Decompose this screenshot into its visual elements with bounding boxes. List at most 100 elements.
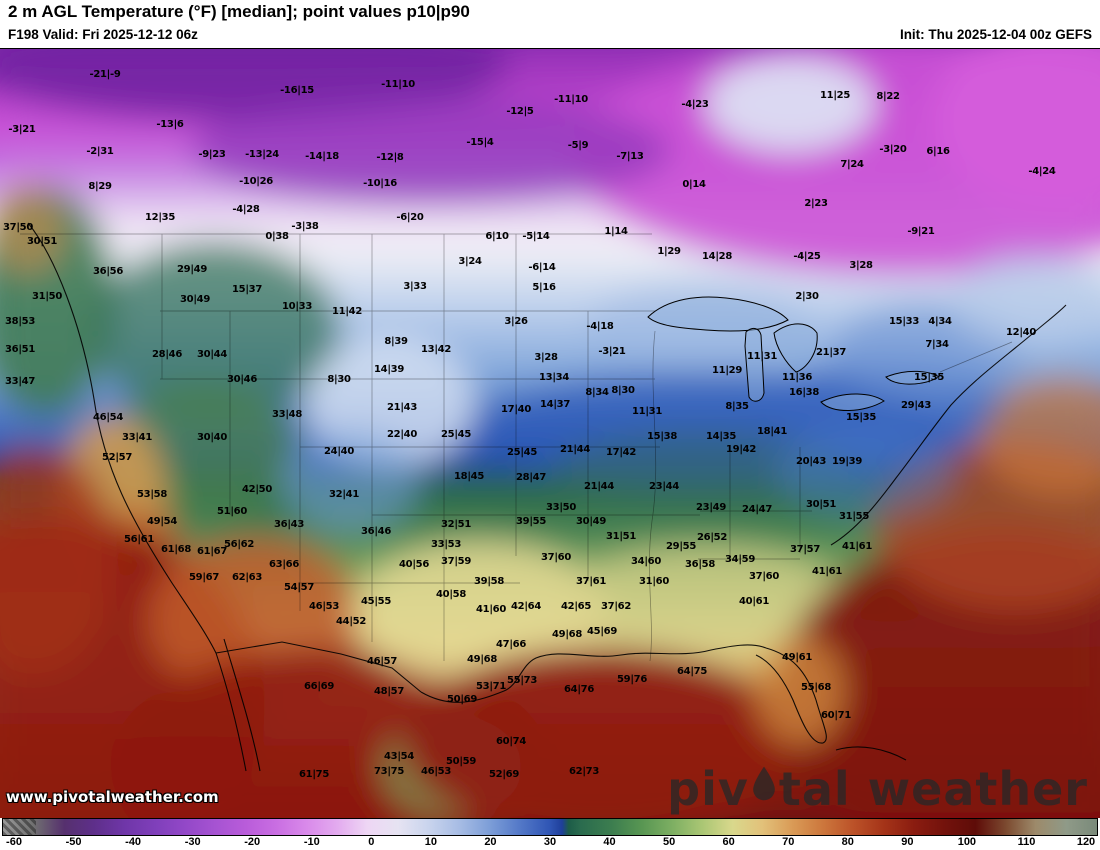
point-value: -4|23 bbox=[681, 99, 709, 110]
point-value: -12|8 bbox=[376, 152, 404, 163]
colorbar-tick-label: -20 bbox=[244, 836, 261, 848]
point-value: 30|40 bbox=[197, 432, 227, 443]
point-value: 64|76 bbox=[564, 684, 594, 695]
point-value: 11|31 bbox=[747, 351, 777, 362]
coastline bbox=[27, 222, 1067, 772]
point-value: -13|6 bbox=[156, 119, 184, 130]
point-value: 8|34 bbox=[585, 387, 609, 398]
point-value: 36|46 bbox=[361, 526, 391, 537]
point-value: 25|45 bbox=[441, 429, 471, 440]
point-value: 60|71 bbox=[821, 710, 851, 721]
point-value: 8|22 bbox=[876, 91, 900, 102]
point-value: 33|53 bbox=[431, 539, 461, 550]
point-value: 55|73 bbox=[507, 675, 537, 686]
point-value: -3|21 bbox=[8, 124, 36, 135]
point-value: 2|23 bbox=[804, 198, 828, 209]
colorbar-area: -60 -50 -40 -30 -20 -10 0 10 20 30 40 50 60 70 80 90 100… bbox=[0, 818, 1100, 850]
point-value: 8|29 bbox=[88, 181, 112, 192]
point-value: 13|34 bbox=[539, 372, 569, 383]
point-value: 42|65 bbox=[561, 601, 591, 612]
droplet-icon bbox=[751, 763, 777, 809]
point-value: 40|58 bbox=[436, 589, 466, 600]
point-value: 49|61 bbox=[782, 652, 812, 663]
point-value: 46|53 bbox=[309, 601, 339, 612]
site-watermark: www.pivotalweather.com bbox=[6, 788, 219, 806]
point-value: 8|30 bbox=[611, 385, 635, 396]
colorbar-tick-label: 110 bbox=[1017, 836, 1036, 848]
point-value: 29|43 bbox=[901, 400, 931, 411]
colorbar-tick-label: 60 bbox=[722, 836, 735, 848]
point-value: 60|74 bbox=[496, 736, 526, 747]
point-value: 15|35 bbox=[914, 372, 944, 383]
point-value: 44|52 bbox=[336, 616, 366, 627]
point-value: 49|54 bbox=[147, 516, 177, 527]
point-value: 28|46 bbox=[152, 349, 182, 360]
point-value: 45|55 bbox=[361, 596, 391, 607]
point-value: -10|26 bbox=[239, 176, 273, 187]
point-value: 45|69 bbox=[587, 626, 617, 637]
point-value: -4|25 bbox=[793, 251, 821, 262]
point-value: 40|61 bbox=[739, 596, 769, 607]
point-value: 7|34 bbox=[925, 339, 949, 350]
point-value: 48|57 bbox=[374, 686, 404, 697]
point-value: 37|50 bbox=[3, 222, 33, 233]
point-value: 8|39 bbox=[384, 336, 408, 347]
colorbar-tick-label: 20 bbox=[484, 836, 497, 848]
point-value: 29|49 bbox=[177, 264, 207, 275]
point-value: 17|40 bbox=[501, 404, 531, 415]
colorbar-tick-label: 50 bbox=[662, 836, 676, 848]
point-value: 7|24 bbox=[840, 159, 864, 170]
point-value: -15|4 bbox=[466, 137, 494, 148]
point-value: 63|66 bbox=[269, 559, 299, 570]
point-value: 30|51 bbox=[806, 499, 836, 510]
point-value: 14|37 bbox=[540, 399, 570, 410]
point-value: 39|55 bbox=[516, 516, 546, 527]
point-value: 46|54 bbox=[93, 412, 123, 423]
point-value: 3|28 bbox=[534, 352, 558, 363]
point-value: 52|69 bbox=[489, 769, 519, 780]
point-value: 59|76 bbox=[617, 674, 647, 685]
point-value: 20|43 bbox=[796, 456, 826, 467]
point-value: 50|69 bbox=[447, 694, 477, 705]
point-value: 31|55 bbox=[839, 511, 869, 522]
brand-text-right: tal weather bbox=[778, 762, 1088, 816]
point-value: 14|28 bbox=[702, 251, 732, 262]
temperature-colorbar bbox=[2, 818, 1098, 836]
point-value: 56|62 bbox=[224, 539, 254, 550]
brand-watermark: piv tal weather bbox=[667, 763, 1088, 815]
colorbar-tick-label: 70 bbox=[782, 836, 795, 848]
point-value: -14|18 bbox=[305, 151, 339, 162]
point-value: 33|48 bbox=[272, 409, 302, 420]
point-value: 51|60 bbox=[217, 506, 247, 517]
point-value: -4|24 bbox=[1028, 166, 1056, 177]
colorbar-tick-label: 120 bbox=[1076, 836, 1096, 848]
point-value: 3|24 bbox=[458, 256, 482, 267]
point-value: 29|55 bbox=[666, 541, 696, 552]
point-value: 30|49 bbox=[180, 294, 210, 305]
point-value: 11|36 bbox=[782, 372, 812, 383]
point-value: -3|20 bbox=[879, 144, 907, 155]
point-value: 59|67 bbox=[189, 572, 219, 583]
colorbar-tick-label: 10 bbox=[424, 836, 437, 848]
point-value: 62|63 bbox=[232, 572, 262, 583]
point-value: 37|59 bbox=[441, 556, 471, 567]
point-value: 11|29 bbox=[712, 365, 742, 376]
state-borders bbox=[20, 233, 1013, 662]
point-value: 32|51 bbox=[441, 519, 471, 530]
temperature-blobs bbox=[0, 49, 1100, 819]
point-value: 42|64 bbox=[511, 601, 541, 612]
point-value: 37|61 bbox=[576, 576, 606, 587]
point-value: 11|42 bbox=[332, 306, 362, 317]
point-value: 54|57 bbox=[284, 582, 314, 593]
point-value: 40|56 bbox=[399, 559, 429, 570]
point-value: 37|60 bbox=[749, 571, 779, 582]
point-value: -9|23 bbox=[198, 149, 226, 160]
point-value: 25|45 bbox=[507, 447, 537, 458]
point-value: 66|69 bbox=[304, 681, 334, 692]
point-value: -11|10 bbox=[554, 94, 588, 105]
point-value: 64|75 bbox=[677, 666, 707, 677]
point-value: 31|60 bbox=[639, 576, 669, 587]
point-value: 15|35 bbox=[846, 412, 876, 423]
point-value: 33|50 bbox=[546, 502, 576, 513]
